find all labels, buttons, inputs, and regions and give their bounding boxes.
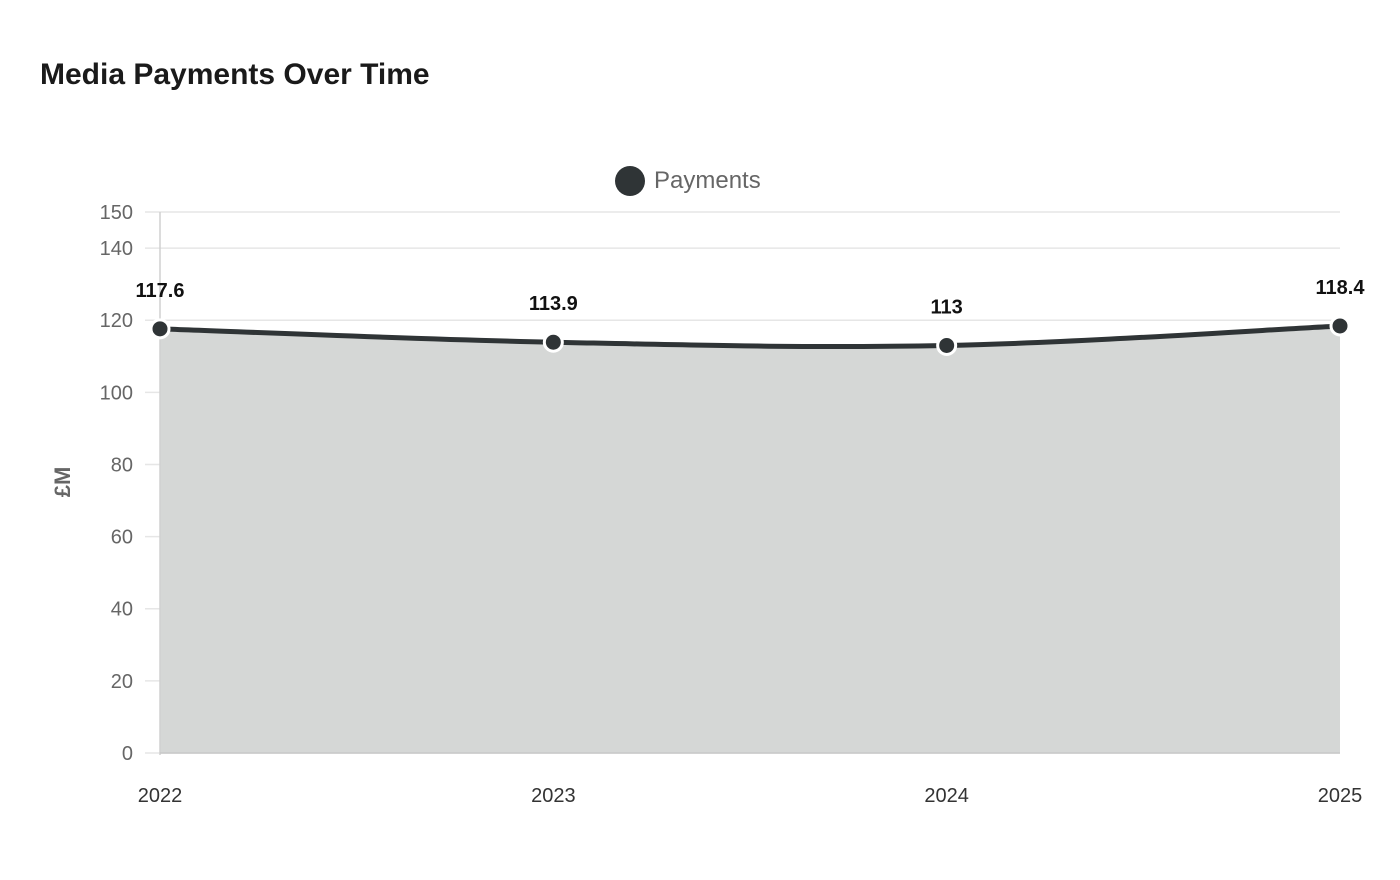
- data-point: [936, 334, 958, 356]
- y-axis-label: £M: [50, 467, 75, 498]
- y-tick-label: 120: [100, 310, 133, 332]
- legend-item-payments: Payments: [654, 167, 761, 194]
- legend-swatch: [615, 166, 645, 196]
- data-point: [1329, 315, 1351, 337]
- y-tick-labels: 0 20 40 60 80 100 120 140 150: [100, 202, 133, 765]
- y-tick-label: 60: [111, 527, 133, 549]
- x-tick-label: 2025: [1318, 785, 1363, 807]
- data-label: 113.9: [529, 293, 578, 315]
- data-label: 117.6: [136, 280, 185, 302]
- area-fill: [160, 325, 1340, 753]
- y-tick-label: 40: [111, 599, 133, 621]
- x-tick-label: 2023: [531, 785, 576, 807]
- y-tick-label: 140: [100, 238, 133, 260]
- x-tick-label: 2022: [138, 785, 183, 807]
- x-tick-labels: 2022 2023 2024 2025: [138, 785, 1363, 807]
- data-point: [149, 318, 171, 340]
- legend[interactable]: Payments: [615, 166, 761, 196]
- y-tick-label: 150: [100, 202, 133, 224]
- data-label: 118.4: [1316, 277, 1366, 299]
- y-tick-label: 0: [122, 743, 133, 765]
- data-label: 113: [931, 296, 963, 318]
- axes: [159, 212, 1340, 755]
- data-labels: 117.6 113.9 113 118.4: [136, 277, 1366, 318]
- chart-title: Media Payments Over Time: [40, 58, 430, 91]
- y-tick-label: 20: [111, 671, 133, 693]
- data-point: [542, 331, 564, 353]
- x-tick-label: 2024: [924, 785, 969, 807]
- series-line: [157, 323, 1343, 350]
- y-tick-label: 100: [100, 382, 133, 404]
- data-points: [149, 315, 1351, 356]
- y-tick-label: 80: [111, 454, 133, 476]
